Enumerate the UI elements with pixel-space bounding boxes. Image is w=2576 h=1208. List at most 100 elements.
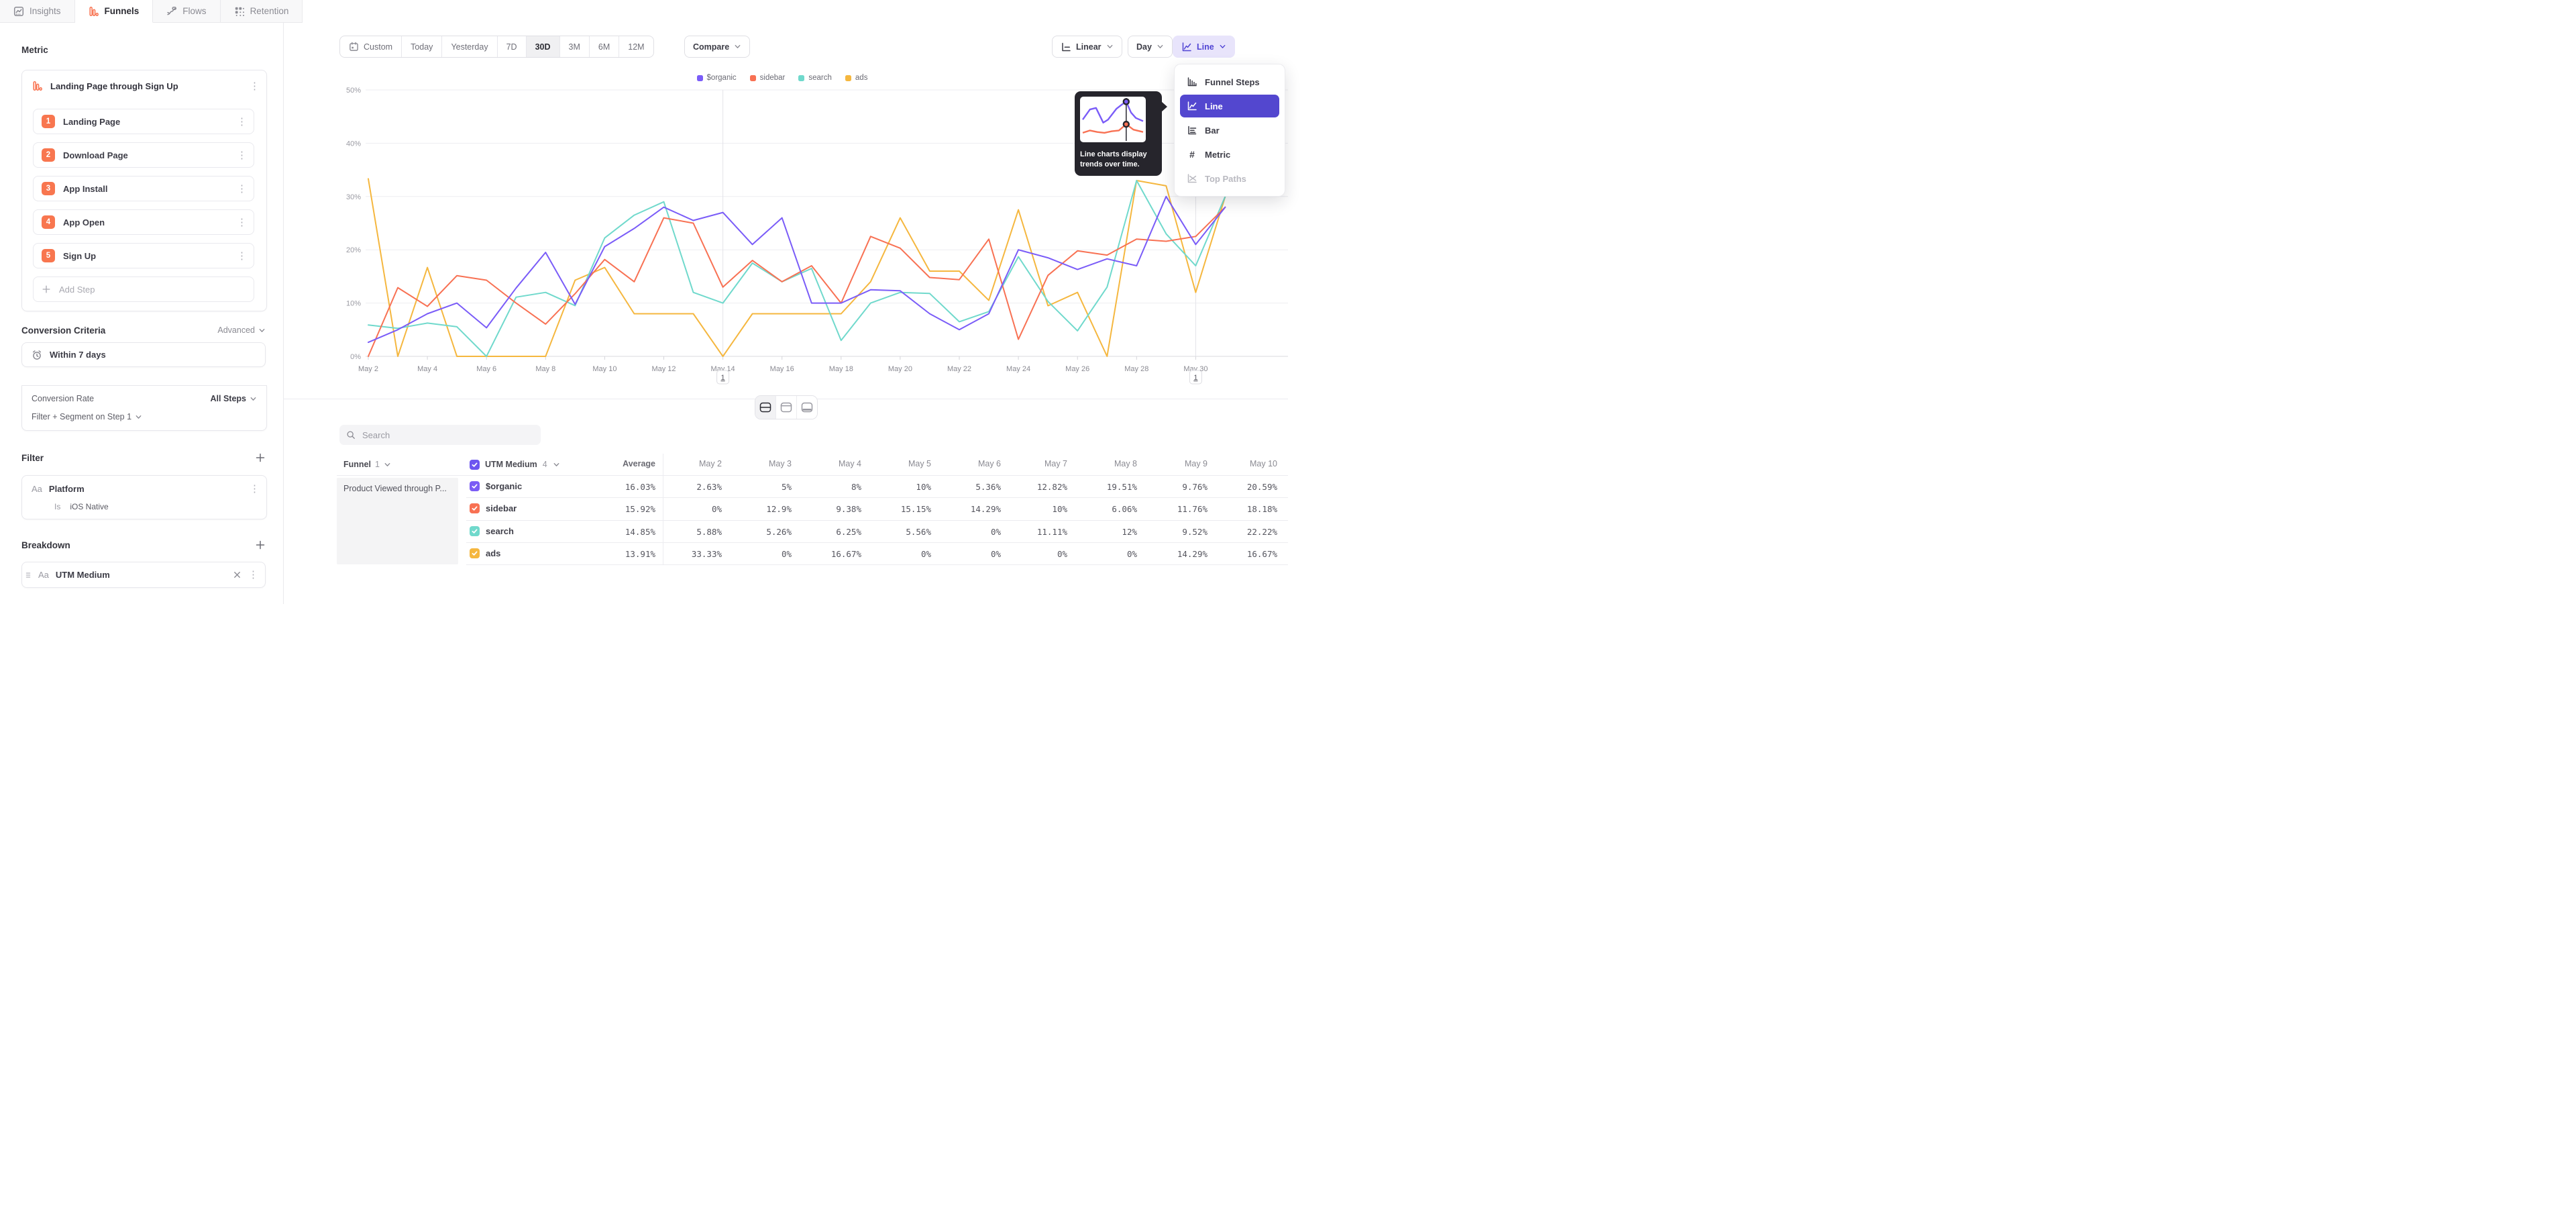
legend-swatch [798,74,805,81]
step-kebab-icon[interactable]: ⋮ [237,149,247,161]
date-range-control: Custom Today Yesterday 7D 30D 3M 6M 12M [339,36,654,58]
funnel-step-5[interactable]: 5 Sign Up ⋮ [33,243,254,268]
filter-kebab-icon[interactable]: ⋮ [250,483,260,495]
breakdown-kebab-icon[interactable]: ⋮ [248,569,258,581]
advanced-label: Advanced [217,325,255,335]
svg-text:May 6: May 6 [476,365,496,373]
toggle-split-view[interactable] [755,396,776,419]
range-label: Yesterday [451,42,488,52]
range-label: 12M [628,42,645,52]
range-12m[interactable]: 12M [619,36,653,57]
table-search[interactable] [339,425,541,445]
scale-dropdown[interactable]: Linear [1052,36,1122,58]
row-value: 0% [711,504,722,515]
menu-item-label: Metric [1205,149,1231,160]
tab-retention[interactable]: Retention [220,0,303,23]
menu-item-funnel-steps[interactable]: Funnel Steps [1180,70,1279,93]
select-all-checkbox[interactable] [470,459,480,470]
svg-text:May 30: May 30 [1183,365,1208,373]
svg-text:May 24: May 24 [1006,365,1030,373]
row-label: sidebar [486,503,517,514]
granularity-dropdown[interactable]: Day [1128,36,1173,58]
row-value: 11.11% [1036,526,1067,537]
legend-label: ads [855,74,868,82]
funnel-column-header[interactable]: Funnel 1 [343,456,391,472]
row-separator [466,542,1288,543]
breakdown-column-header[interactable]: UTM Medium 4 [470,456,560,472]
add-filter-button[interactable] [255,452,266,463]
range-custom[interactable]: Custom [340,36,402,57]
drag-handle-icon[interactable] [25,570,32,581]
range-today[interactable]: Today [402,36,443,57]
breakdown-table: Funnel 1 UTM Medium 4 Average May 2 May 3… [0,454,1288,585]
menu-item-metric[interactable]: # Metric [1180,143,1279,166]
step-kebab-icon[interactable]: ⋮ [237,250,247,262]
row-average: 16.03% [625,482,655,492]
filter-property[interactable]: Platform [48,483,85,494]
funnel-step-3[interactable]: 3 App Install ⋮ [33,176,254,201]
breakdown-property[interactable]: UTM Medium [55,570,110,580]
row-value: 5.88% [696,526,722,537]
legend-item-search[interactable]: search [798,74,832,82]
check-icon [471,483,478,490]
toggle-chart-only[interactable] [776,396,797,419]
add-breakdown-button[interactable] [255,540,266,550]
range-label: Today [411,42,433,52]
funnel-cell[interactable]: Product Viewed through P... [337,478,458,564]
segment-step-dropdown[interactable]: Filter + Segment on Step 1 [32,410,142,423]
conversion-window[interactable]: Within 7 days [21,342,266,367]
filter-operator[interactable]: Is [54,502,61,511]
layout-toggle-group [755,395,818,419]
metric-kebab-icon[interactable]: ⋮ [250,80,260,92]
filter-value[interactable]: iOS Native [70,502,109,511]
step-kebab-icon[interactable]: ⋮ [237,216,247,228]
menu-item-bar[interactable]: Bar [1180,119,1279,142]
tab-insights[interactable]: Insights [0,0,75,23]
row-value: 0% [781,548,792,559]
range-30d[interactable]: 30D [526,36,560,57]
step-kebab-icon[interactable]: ⋮ [237,183,247,195]
close-icon[interactable] [233,570,241,579]
range-7d[interactable]: 7D [498,36,527,57]
row-checkbox[interactable] [470,548,480,558]
chevron-down-icon [384,461,391,468]
row-checkbox[interactable] [470,503,480,514]
compare-button[interactable]: Compare [684,36,751,58]
range-6m[interactable]: 6M [590,36,620,57]
search-input[interactable] [361,429,534,441]
tab-label: Insights [30,6,61,16]
funnel-step-1[interactable]: 1 Landing Page ⋮ [33,109,254,134]
svg-text:May 10: May 10 [592,365,616,373]
legend-item-sidebar[interactable]: sidebar [749,74,785,82]
range-yesterday[interactable]: Yesterday [442,36,498,57]
legend-item-organic[interactable]: $organic [696,74,737,82]
funnel-step-2[interactable]: 2 Download Page ⋮ [33,142,254,168]
split-view-icon [759,402,771,413]
menu-item-line[interactable]: Line [1180,95,1279,117]
row-checkbox[interactable] [470,525,480,536]
table-only-icon [801,402,813,413]
range-label: 3M [568,42,580,52]
chart-type-dropdown[interactable]: Line [1173,36,1235,58]
svg-text:1: 1 [721,374,725,382]
legend-item-ads[interactable]: ads [845,74,868,82]
breakdown-header-label: UTM Medium [485,460,537,469]
chart-plot[interactable]: 0% 10% 20% 30% 40% 50% May 2 May 4 May 6 May 8 May… [335,74,1288,389]
svg-text:May 28: May 28 [1124,365,1148,373]
calendar-icon [349,42,359,52]
advanced-dropdown[interactable]: Advanced [217,325,266,335]
funnel-step-4[interactable]: 4 App Open ⋮ [33,209,254,235]
metric-title-row[interactable]: Landing Page through Sign Up ⋮ [32,78,260,94]
range-3m[interactable]: 3M [560,36,590,57]
tab-flows[interactable]: Flows [153,0,221,23]
row-checkbox[interactable] [470,481,480,491]
tab-funnels[interactable]: Funnels [74,0,154,23]
step-kebab-icon[interactable]: ⋮ [237,115,247,128]
property-type-badge: Aa [32,483,42,494]
add-step-button[interactable]: Add Step [33,276,254,302]
tab-label: Funnels [104,6,140,16]
toggle-table-only[interactable] [797,396,817,419]
conversion-rate-dropdown[interactable]: All Steps [211,394,258,403]
chart-type-label: Line [1197,42,1214,52]
row-value: 0% [990,548,1001,559]
